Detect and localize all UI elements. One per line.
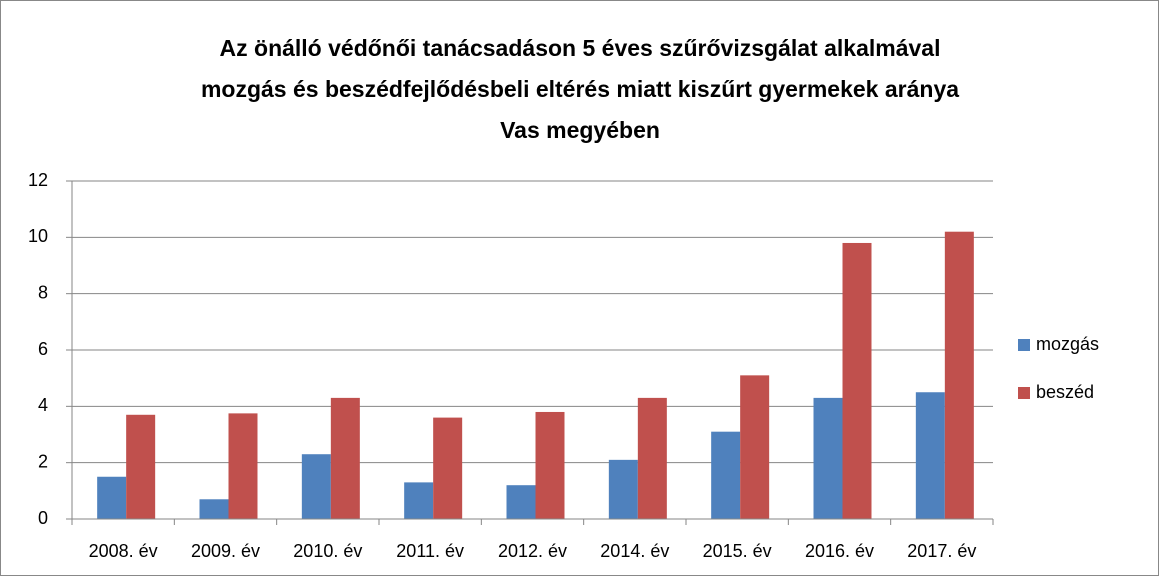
legend-label: beszéd (1036, 382, 1094, 402)
legend-swatch (1018, 339, 1030, 351)
y-tick-label: 4 (38, 395, 48, 415)
bar (842, 242, 872, 519)
x-tick-label: 2009. év (191, 541, 260, 561)
chart-title: Vas megyében (500, 117, 660, 143)
x-tick-label: 2016. év (805, 541, 874, 561)
y-tick-label: 12 (28, 170, 48, 190)
bar (97, 476, 127, 519)
bar (813, 397, 843, 519)
bar (944, 231, 974, 519)
bar (637, 397, 667, 519)
bar (740, 375, 770, 519)
bar (608, 459, 638, 519)
x-tick-label: 2010. év (293, 541, 362, 561)
y-tick-label: 10 (28, 226, 48, 246)
legend-label: mozgás (1036, 334, 1099, 354)
x-tick-label: 2015. év (703, 541, 772, 561)
x-tick-label: 2014. év (600, 541, 669, 561)
legend-swatch (1018, 387, 1030, 399)
bar (126, 414, 156, 519)
x-tick-label: 2008. év (89, 541, 158, 561)
bar (535, 411, 565, 519)
y-tick-label: 6 (38, 339, 48, 359)
y-tick-label: 0 (38, 508, 48, 528)
chart-title: mozgás és beszédfejlődésbeli eltérés mia… (201, 76, 959, 102)
bar (301, 454, 331, 519)
bar (330, 397, 360, 519)
y-tick-label: 2 (38, 451, 48, 471)
bar (433, 417, 463, 519)
bar (228, 413, 258, 519)
bar (915, 392, 945, 519)
x-tick-label: 2012. év (498, 541, 567, 561)
bar (506, 485, 536, 519)
x-tick-label: 2011. év (396, 541, 464, 561)
bar (711, 431, 741, 519)
bar (404, 482, 434, 519)
chart-title: Az önálló védőnői tanácsadáson 5 éves sz… (220, 35, 941, 61)
x-tick-label: 2017. év (907, 541, 976, 561)
bar (199, 499, 229, 519)
y-tick-label: 8 (38, 282, 48, 302)
